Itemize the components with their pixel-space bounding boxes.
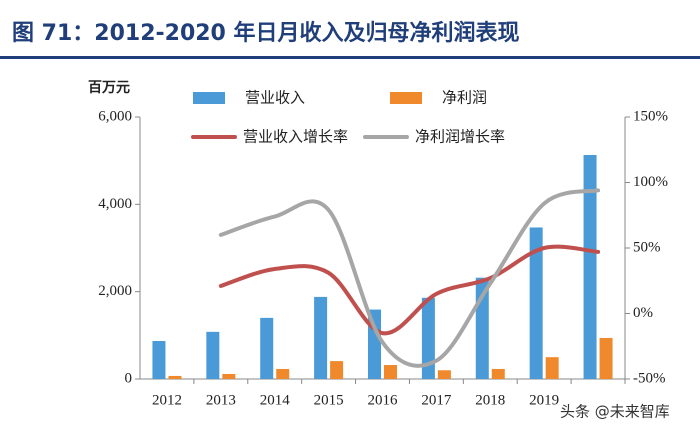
bar	[384, 365, 397, 379]
x-tick-label: 2015	[314, 392, 344, 408]
line	[218, 244, 601, 336]
y2-tick-label: -50%	[633, 370, 666, 386]
x-tick-label: 2017	[421, 392, 452, 408]
x-tick-label: 2016	[368, 392, 399, 408]
bar	[276, 368, 290, 379]
watermark: 头条 @未来智库	[560, 403, 670, 421]
bar	[260, 317, 274, 379]
legend-swatch	[390, 92, 422, 104]
y-axis-label: 百万元	[88, 80, 130, 96]
legend-label: 净利润增长率	[415, 128, 505, 146]
x-tick-label: 2019	[529, 392, 559, 408]
y-tick-label: 6,000	[98, 108, 132, 124]
legend-swatch	[193, 92, 225, 104]
x-tick-label: 2012	[152, 392, 182, 408]
bar	[599, 337, 613, 379]
legend-label: 净利润	[442, 89, 487, 107]
y-tick-label: 2,000	[98, 283, 132, 299]
bar	[314, 296, 328, 379]
legend-label: 营业收入	[245, 89, 305, 107]
x-tick-label: 2014	[260, 392, 291, 408]
bar	[545, 357, 559, 379]
y2-tick-label: 50%	[633, 239, 661, 255]
title-rule	[0, 56, 700, 59]
y-tick-label: 4,000	[98, 196, 132, 212]
y2-tick-label: 0%	[633, 305, 653, 321]
bar	[168, 375, 182, 379]
bar	[437, 370, 451, 379]
x-tick-label: 2018	[475, 392, 505, 408]
x-tick-label: 2013	[206, 392, 236, 408]
line	[218, 188, 601, 368]
bar	[529, 227, 543, 379]
bar	[222, 373, 236, 379]
y2-tick-label: 150%	[633, 108, 668, 124]
legend-label: 营业收入增长率	[243, 128, 348, 146]
bar	[152, 341, 166, 379]
y2-tick-label: 100%	[633, 174, 668, 190]
bar	[583, 154, 597, 379]
bar	[491, 368, 505, 379]
chart-title: 图 71：2012-2020 年日月收入及归母净利润表现	[12, 20, 520, 46]
bar	[330, 361, 344, 379]
bar	[206, 331, 220, 379]
y-tick-label: 0	[125, 370, 133, 386]
bar	[421, 297, 435, 379]
